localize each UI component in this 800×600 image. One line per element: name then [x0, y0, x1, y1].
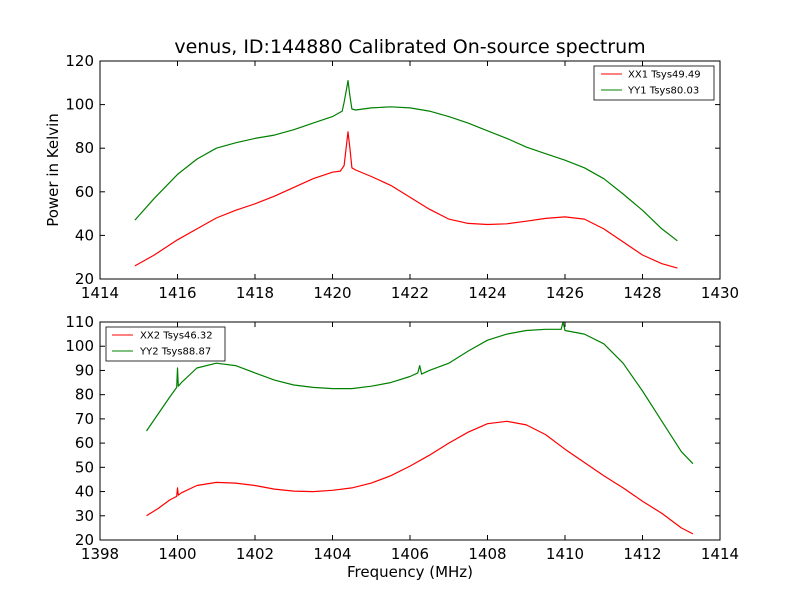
bottom-ytick-label: 30: [75, 507, 94, 525]
top-xtick-label: 1414: [81, 284, 119, 302]
bottom-plot-xlabel: Frequency (MHz): [347, 563, 473, 581]
bottom-xtick-label: 1406: [391, 545, 429, 563]
top-plot-series: [134, 79, 678, 269]
bottom-series-line-1: [146, 321, 694, 465]
bottom-ytick-label: 60: [75, 434, 94, 452]
bottom-ytick-label: 70: [75, 410, 94, 428]
top-plot-ylabel: Power in Kelvin: [44, 113, 62, 227]
top-ytick-label: 20: [75, 270, 94, 288]
bottom-ytick-label: 40: [75, 483, 94, 501]
bottom-xtick-label: 1414: [701, 545, 739, 563]
top-xtick-label: 1426: [546, 284, 584, 302]
top-legend-yy1-label: YY1 Tsys80.03: [627, 86, 699, 97]
top-xtick-label: 1424: [468, 284, 506, 302]
top-xtick-label: 1422: [391, 284, 429, 302]
top-ytick-label: 40: [75, 226, 94, 244]
top-plot-frame: [99, 60, 721, 280]
bottom-plot-frame: [99, 321, 721, 541]
top-plot-ticks: 1414 1416 1418 1420 1422 1424 1426 1428 1430 20 40…: [65, 52, 739, 302]
top-series-line-0: [134, 131, 678, 269]
bottom-xtick-label: 1410: [546, 545, 584, 563]
bottom-ytick-label: 20: [75, 531, 94, 549]
bottom-xtick-label: 1400: [158, 545, 196, 563]
top-ytick-label: 60: [75, 183, 94, 201]
bottom-ytick-label: 110: [65, 313, 94, 331]
top-xtick-label: 1428: [623, 284, 661, 302]
top-legend-xx1-label: XX1 Tsys49.49: [628, 70, 701, 81]
bottom-plot-ticks: 1398 1400 1402 1404 1406 1408 1410 1412 1414 20 30…: [65, 313, 739, 563]
bottom-plot-series: [146, 321, 694, 535]
top-plot-legend: XX1 Tsys49.49 YY1 Tsys80.03: [593, 65, 715, 101]
bottom-xtick-label: 1402: [236, 545, 274, 563]
top-xtick-label: 1418: [236, 284, 274, 302]
bottom-xtick-label: 1408: [468, 545, 506, 563]
top-ytick-label: 80: [75, 139, 94, 157]
top-plot: venus, ID:144880 Calibrated On-source sp…: [44, 36, 739, 302]
bottom-plot-legend: XX2 Tsys46.32 YY2 Tsys88.87: [105, 326, 226, 362]
top-series-line-1: [134, 79, 678, 242]
bottom-xtick-label: 1412: [623, 545, 661, 563]
bottom-xtick-label: 1404: [313, 545, 351, 563]
top-ytick-label: 120: [65, 52, 94, 70]
bottom-plot-legend-box: [105, 326, 226, 362]
bottom-xtick-label: 1398: [81, 545, 119, 563]
top-plot-title: venus, ID:144880 Calibrated On-source sp…: [174, 36, 645, 58]
bottom-legend-yy2-label: YY2 Tsys88.87: [139, 347, 211, 358]
bottom-plot: Frequency (MHz) 1398 1400 1402 1404 1406 1408…: [65, 313, 739, 581]
bottom-ytick-label: 100: [65, 337, 94, 355]
top-plot-legend-box: [593, 65, 715, 101]
top-xtick-label: 1430: [701, 284, 739, 302]
bottom-ytick-label: 50: [75, 458, 94, 476]
top-xtick-label: 1416: [158, 284, 196, 302]
top-ytick-label: 100: [65, 96, 94, 114]
bottom-legend-xx2-label: XX2 Tsys46.32: [140, 331, 213, 342]
bottom-ytick-label: 90: [75, 361, 94, 379]
bottom-ytick-label: 80: [75, 386, 94, 404]
bottom-series-line-0: [146, 420, 694, 535]
top-xtick-label: 1420: [313, 284, 351, 302]
